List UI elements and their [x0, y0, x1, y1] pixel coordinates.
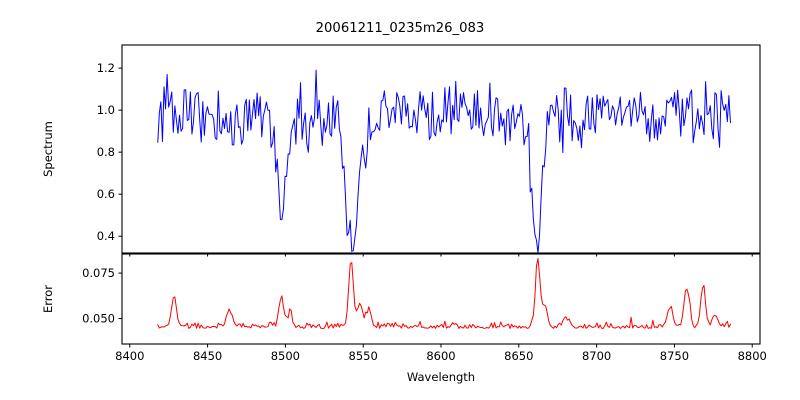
series-spectrum — [157, 69, 731, 254]
xlabel: Wavelength — [407, 370, 475, 384]
xtick-label-1: 8450 — [193, 349, 222, 363]
ytick-label-spectrum-4: 1.2 — [97, 61, 115, 75]
ytick-label-spectrum-0: 0.4 — [97, 229, 115, 243]
ytick-label-spectrum-1: 0.6 — [97, 187, 115, 201]
panel-spectrum: 0.4 0.6 0.8 1.0 1.2 — [97, 44, 761, 257]
xtick-label-7: 8750 — [660, 349, 689, 363]
xtick-label-6: 8700 — [582, 349, 611, 363]
axis-labels: Spectrum Error Wavelength — [41, 121, 475, 384]
axes-frame-error — [121, 253, 761, 345]
series-error — [157, 257, 731, 330]
axes-frame-spectrum — [121, 44, 761, 254]
ytick-label-spectrum-3: 1.0 — [97, 103, 115, 117]
ylabel-spectrum: Spectrum — [41, 121, 55, 177]
xtick-label-4: 8600 — [426, 349, 455, 363]
xtick-label-0: 8400 — [115, 349, 144, 363]
xtick-label-5: 8650 — [504, 349, 533, 363]
xtick-label-3: 8550 — [349, 349, 378, 363]
xtick-label-2: 8500 — [271, 349, 300, 363]
xtick-label-8: 8800 — [738, 349, 767, 363]
panel-error: 0.050 0.075 8400 8450 8500 8550 8600 8650 8700 87… — [82, 253, 767, 363]
ytick-label-spectrum-2: 0.8 — [97, 145, 115, 159]
ytick-label-error-0: 0.050 — [82, 312, 115, 326]
ylabel-error: Error — [41, 285, 55, 313]
figure-title: 20061211_0235m26_083 — [316, 21, 485, 36]
ytick-label-error-1: 0.075 — [82, 266, 115, 280]
